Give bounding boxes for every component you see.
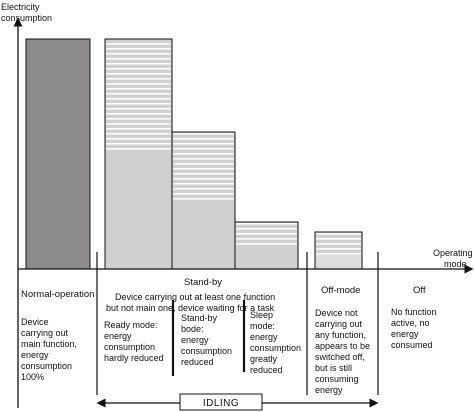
sleep-mode-description: Sleep mode: energy consumption greatly r… [250, 310, 301, 375]
svg-text:any function,: any function, [315, 330, 366, 340]
svg-text:bode:: bode: [181, 324, 204, 334]
svg-text:main function,: main function, [21, 339, 77, 349]
normal-operation-bar [25, 38, 91, 270]
normal-operation-title: Normal-operation [21, 289, 94, 300]
normal-operation-description: Device carrying out main function, energ… [21, 317, 77, 382]
svg-text:hardly reduced: hardly reduced [104, 353, 164, 363]
svg-text:mode:: mode: [250, 321, 275, 331]
svg-text:energy: energy [391, 329, 419, 339]
svg-text:greatly: greatly [250, 354, 278, 364]
ready-mode-bar [104, 38, 173, 270]
svg-text:Sleep: Sleep [250, 310, 273, 320]
svg-text:consumption: consumption [21, 361, 72, 371]
y-axis-label-line1: Electricity [1, 2, 40, 12]
svg-text:energy: energy [104, 331, 132, 341]
svg-text:100%: 100% [21, 372, 44, 382]
svg-text:reduced: reduced [250, 365, 283, 375]
off-mode-bar [314, 231, 363, 270]
svg-text:consumed: consumed [391, 340, 433, 350]
svg-text:consuming: consuming [315, 374, 359, 384]
idling-span: IDLING [96, 393, 379, 411]
svg-text:energy: energy [315, 385, 343, 395]
idling-label: IDLING [203, 398, 239, 409]
svg-text:consumption: consumption [250, 343, 301, 353]
offmode-description: Device not carrying out any function, ap… [315, 308, 370, 395]
svg-text:consumption: consumption [104, 342, 155, 352]
svg-text:active, no: active, no [391, 318, 430, 328]
x-axis-label-line1: Operating [433, 248, 473, 258]
svg-text:switched off,: switched off, [315, 352, 365, 362]
svg-text:Ready mode:: Ready mode: [104, 320, 158, 330]
standby-bode-bar [171, 131, 236, 270]
sleep-mode-bar [234, 221, 299, 270]
svg-text:energy: energy [21, 350, 49, 360]
standby-description: Device carrying out at least one functio… [106, 292, 275, 313]
offmode-title: Off-mode [321, 285, 360, 296]
svg-text:carrying out: carrying out [21, 328, 69, 338]
off-description: No function active, no energy consumed [391, 307, 437, 350]
svg-text:Device: Device [21, 317, 49, 327]
svg-text:but is still: but is still [315, 363, 352, 373]
svg-text:Device not: Device not [315, 308, 358, 318]
standby-bode-description: Stand-by bode: energy consumption reduce… [181, 313, 232, 367]
svg-text:Device carrying out at least o: Device carrying out at least one functio… [115, 292, 275, 302]
idling-box [179, 393, 263, 411]
svg-text:carrying out: carrying out [315, 319, 363, 329]
y-axis-label-line2: consumption [1, 13, 52, 23]
svg-text:but not main one, device waiti: but not main one, device waiting for a t… [106, 303, 275, 313]
svg-text:consumption: consumption [181, 346, 232, 356]
svg-text:energy: energy [181, 335, 209, 345]
off-title: Off [413, 285, 426, 296]
svg-text:reduced: reduced [181, 357, 214, 367]
x-axis-label-line2: mode [444, 259, 467, 269]
ready-mode-description: Ready mode: energy consumption hardly re… [104, 320, 164, 363]
svg-text:appears to be: appears to be [315, 341, 370, 351]
svg-text:energy: energy [250, 332, 278, 342]
svg-text:Stand-by: Stand-by [181, 313, 218, 323]
standby-title: Stand-by [184, 277, 222, 288]
svg-text:No function: No function [391, 307, 437, 317]
